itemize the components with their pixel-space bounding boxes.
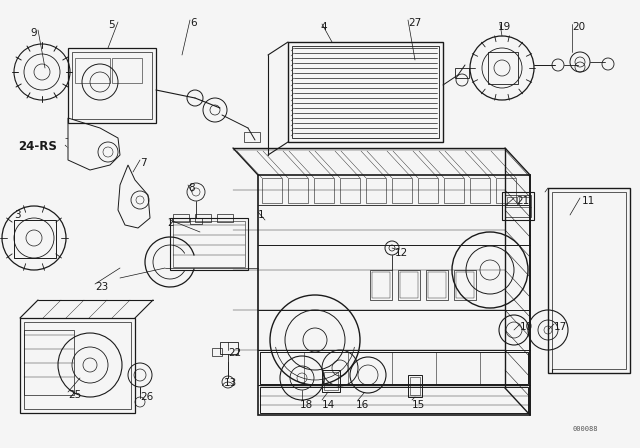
Text: 17: 17: [554, 322, 567, 332]
Text: 25: 25: [68, 390, 81, 400]
Bar: [410, 377, 420, 395]
Bar: [14, 220, 56, 258]
Bar: [454, 270, 476, 300]
Bar: [322, 370, 340, 392]
Bar: [190, 218, 202, 224]
Text: 1: 1: [258, 210, 264, 220]
Text: 6: 6: [190, 18, 196, 28]
Bar: [262, 178, 282, 203]
Text: 24-RS: 24-RS: [18, 140, 57, 153]
Text: 7: 7: [140, 158, 147, 168]
Text: 20: 20: [572, 22, 585, 32]
Bar: [455, 68, 469, 78]
Text: 26: 26: [140, 392, 153, 402]
Bar: [24, 322, 131, 409]
Bar: [212, 348, 222, 356]
Bar: [173, 221, 245, 267]
Text: 23: 23: [95, 282, 108, 292]
Text: 9: 9: [30, 28, 36, 38]
Text: 14: 14: [322, 400, 335, 410]
Bar: [170, 218, 248, 270]
Text: 13: 13: [224, 378, 237, 388]
Bar: [456, 272, 474, 298]
Bar: [292, 46, 439, 138]
Text: 11: 11: [582, 196, 595, 206]
Bar: [470, 178, 490, 203]
Bar: [24, 330, 74, 395]
Bar: [505, 195, 531, 217]
Bar: [418, 178, 438, 203]
Text: 19: 19: [498, 22, 511, 32]
Bar: [258, 175, 530, 415]
Bar: [366, 178, 386, 203]
Bar: [519, 197, 529, 205]
Text: 8: 8: [188, 183, 195, 193]
Bar: [173, 214, 189, 222]
Text: 2: 2: [167, 218, 173, 228]
Bar: [488, 52, 518, 84]
Bar: [340, 178, 360, 203]
Text: 4: 4: [320, 22, 326, 32]
Bar: [496, 178, 516, 203]
Bar: [324, 372, 338, 390]
Bar: [112, 58, 142, 83]
Text: 27: 27: [408, 18, 421, 28]
Text: 21: 21: [516, 196, 529, 206]
Text: 3: 3: [14, 210, 20, 220]
Bar: [426, 270, 448, 300]
Bar: [428, 272, 446, 298]
Bar: [372, 272, 390, 298]
Bar: [288, 178, 308, 203]
Text: 22: 22: [228, 348, 241, 358]
Bar: [400, 272, 418, 298]
Bar: [392, 178, 412, 203]
Bar: [244, 132, 260, 142]
Bar: [398, 270, 420, 300]
Text: 15: 15: [412, 400, 425, 410]
Bar: [220, 342, 238, 354]
Bar: [260, 387, 528, 413]
Bar: [507, 197, 517, 205]
Bar: [72, 52, 152, 119]
Text: 16: 16: [356, 400, 369, 410]
Bar: [370, 270, 392, 300]
Bar: [502, 192, 534, 220]
Bar: [217, 214, 233, 222]
Text: 5: 5: [108, 20, 115, 30]
Bar: [552, 192, 626, 369]
Text: 18: 18: [300, 400, 313, 410]
Bar: [75, 58, 110, 83]
Bar: [260, 352, 528, 384]
Bar: [68, 48, 156, 123]
Text: 12: 12: [395, 248, 408, 258]
Bar: [288, 42, 443, 142]
Bar: [314, 178, 334, 203]
Text: 10: 10: [520, 322, 533, 332]
Bar: [195, 214, 211, 222]
Text: 000088: 000088: [573, 426, 598, 432]
Bar: [20, 318, 135, 413]
Bar: [548, 188, 630, 373]
Bar: [408, 375, 422, 397]
Bar: [444, 178, 464, 203]
